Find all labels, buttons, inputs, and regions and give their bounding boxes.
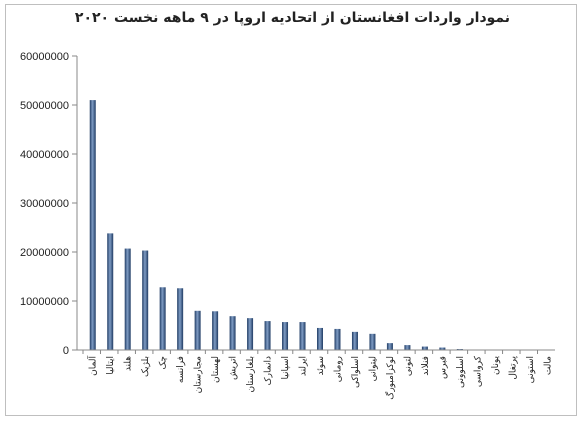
category-label: اسلواکی [351, 356, 361, 388]
bar [299, 322, 306, 350]
category-label: آلمان [87, 356, 99, 376]
y-axis: 0 10000000 20000000 30000000 40000000 5000000… [20, 51, 78, 357]
bar [142, 250, 149, 350]
bar [159, 287, 166, 350]
category-label: فرانسه [176, 356, 186, 383]
category-label: یونان [491, 356, 501, 376]
category-label: اسپانیا [281, 356, 291, 379]
category-label: لهستان [211, 356, 221, 383]
category-label: ایرلند [299, 356, 309, 376]
bar [404, 345, 411, 350]
y-tick-label: 50000000 [20, 100, 69, 112]
chart-frame [5, 4, 577, 416]
category-label: ایتالیا [106, 356, 116, 375]
bar [386, 343, 393, 350]
category-label: کرواسی [473, 355, 483, 387]
category-label: لیتوانی [368, 356, 378, 381]
category-label: اسلوونی [456, 356, 466, 388]
category-label: بلژیک [141, 356, 151, 377]
bar [282, 322, 289, 350]
bar [124, 248, 131, 350]
category-label: هلند [124, 356, 134, 371]
y-tick-label: 20000000 [20, 247, 69, 259]
category-label: مالت [543, 356, 553, 375]
bar [177, 288, 184, 350]
bar [107, 233, 114, 350]
category-label: لتونی [403, 356, 413, 376]
y-tick-label: 10000000 [20, 296, 69, 308]
bar [439, 347, 446, 350]
y-tick-label: 40000000 [20, 149, 69, 161]
category-label: مجارستان [194, 356, 204, 394]
bar [351, 331, 358, 350]
bar [421, 346, 428, 350]
y-tick-label: 0 [63, 345, 69, 357]
y-tick-label: 60000000 [20, 51, 69, 63]
bar [194, 310, 201, 350]
category-label: قبرس [438, 356, 448, 379]
category-label: پرتغال [508, 356, 518, 380]
bar [334, 328, 341, 350]
y-tick-label: 30000000 [20, 198, 69, 210]
bars [89, 100, 463, 350]
x-axis: آلمان ایتالیا هلند بلژیک چک فرانسه مجارستان لهس… [77, 349, 555, 400]
bar [264, 321, 271, 350]
category-label: فنلاند [421, 356, 431, 376]
category-label: دانمارک [263, 356, 274, 385]
chart-title: نمودار واردات افغانستان از اتحادیه اروپا… [74, 10, 511, 26]
category-label: لوکزامبورگ [384, 356, 396, 400]
bar [247, 318, 254, 350]
bar [229, 316, 236, 350]
category-label: چک [159, 356, 169, 370]
category-label: بلغارستان [246, 356, 256, 393]
bar [317, 327, 323, 350]
bar [212, 311, 219, 350]
category-label: رومانی [333, 356, 343, 382]
category-label: اتریش [229, 356, 239, 380]
category-label: سوئد [316, 356, 326, 375]
bar [89, 100, 96, 350]
category-label: استونی [526, 356, 536, 383]
bar [369, 333, 376, 350]
